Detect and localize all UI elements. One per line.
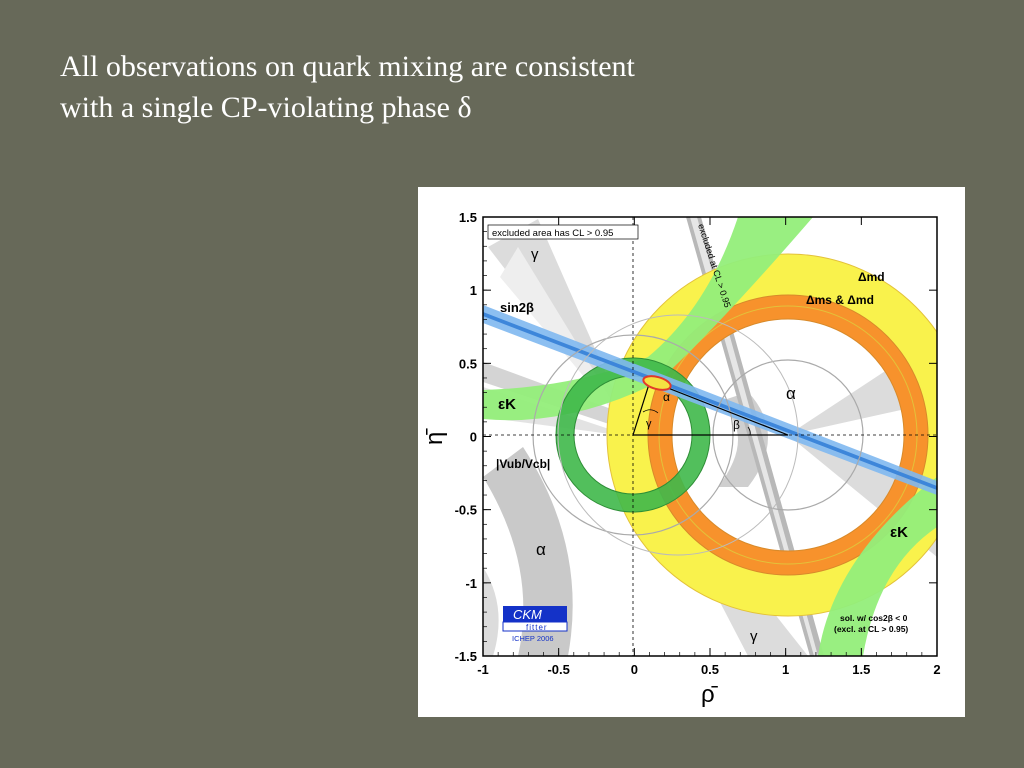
epsk-right-label: εK xyxy=(890,524,908,541)
epsk-band-upper xyxy=(483,217,813,421)
unitarity-triangle xyxy=(632,380,789,436)
y-tick-label: -1.5 xyxy=(455,649,477,664)
epsk-band-lower xyxy=(818,477,937,656)
alpha-left-label: α xyxy=(536,540,546,559)
gamma-origin-label: γ xyxy=(646,418,652,430)
x-axis-title: ρ̄ xyxy=(701,681,719,708)
epsk-left-label: εK xyxy=(498,396,516,413)
logo-line1: CKM xyxy=(513,607,542,622)
alpha-region-left xyxy=(483,447,573,656)
logo-line2: fitter xyxy=(526,623,548,632)
y-tick-label: 0 xyxy=(470,430,477,445)
gamma-bottom-label: γ xyxy=(750,628,758,645)
y-tick-label: 1 xyxy=(470,283,477,298)
ckm-figure: -1 -0.5 0 0.5 1 1.5 2 1.5 1 0.5 0 -0.5 -1 -1.5 exclud… xyxy=(418,187,965,717)
title-line-1: All observations on quark mixing are con… xyxy=(60,50,635,83)
ckm-unitarity-plot: -1 -0.5 0 0.5 1 1.5 21.510.50-0.5-1-1.5 exclud… xyxy=(421,210,941,708)
ckmfitter-logo: CKM fitter ICHEP 2006 xyxy=(502,606,568,643)
x-tick-label: 1.5 xyxy=(852,662,870,677)
alpha-region-left-outer xyxy=(483,567,499,656)
x-tick-label: 0 xyxy=(631,662,638,677)
sin2b-label: sin2β xyxy=(500,300,534,315)
x-tick-label: 0.5 xyxy=(701,662,719,677)
x-tick-label: 2 xyxy=(933,662,940,677)
dms-label: Δms & Δmd xyxy=(806,293,874,307)
vub-label: |Vub/Vcb| xyxy=(496,457,550,471)
axis-ticks: -1 -0.5 0 0.5 1 1.5 21.510.50-0.5-1-1.5 xyxy=(455,210,941,677)
x-tick-label: 1 xyxy=(782,662,789,677)
solution-note-2: (excl. at CL > 0.95) xyxy=(834,624,908,634)
solution-note-1: sol. w/ cos2β < 0 xyxy=(840,613,908,623)
x-tick-label: -0.5 xyxy=(547,662,569,677)
alpha-right-label: α xyxy=(786,384,796,403)
x-tick-label: -1 xyxy=(477,662,489,677)
gamma-top-label: γ xyxy=(531,246,539,263)
slide-title: All observations on quark mixing are con… xyxy=(60,46,635,128)
logo-sub: ICHEP 2006 xyxy=(512,634,554,643)
title-line-2: with a single CP-violating phase δ xyxy=(60,91,472,124)
y-tick-label: 1.5 xyxy=(459,210,477,225)
dmd-label: Δmd xyxy=(858,270,885,284)
alpha-apex-label: α xyxy=(663,390,670,404)
y-tick-label: -0.5 xyxy=(455,503,477,518)
y-axis-title: η̄ xyxy=(421,428,448,445)
beta-label: β xyxy=(733,418,740,432)
plot-area xyxy=(483,217,937,656)
excluded-note: excluded area has CL > 0.95 xyxy=(492,228,613,239)
y-tick-label: -1 xyxy=(465,576,477,591)
apex-region xyxy=(642,375,672,391)
y-tick-label: 0.5 xyxy=(459,356,477,371)
